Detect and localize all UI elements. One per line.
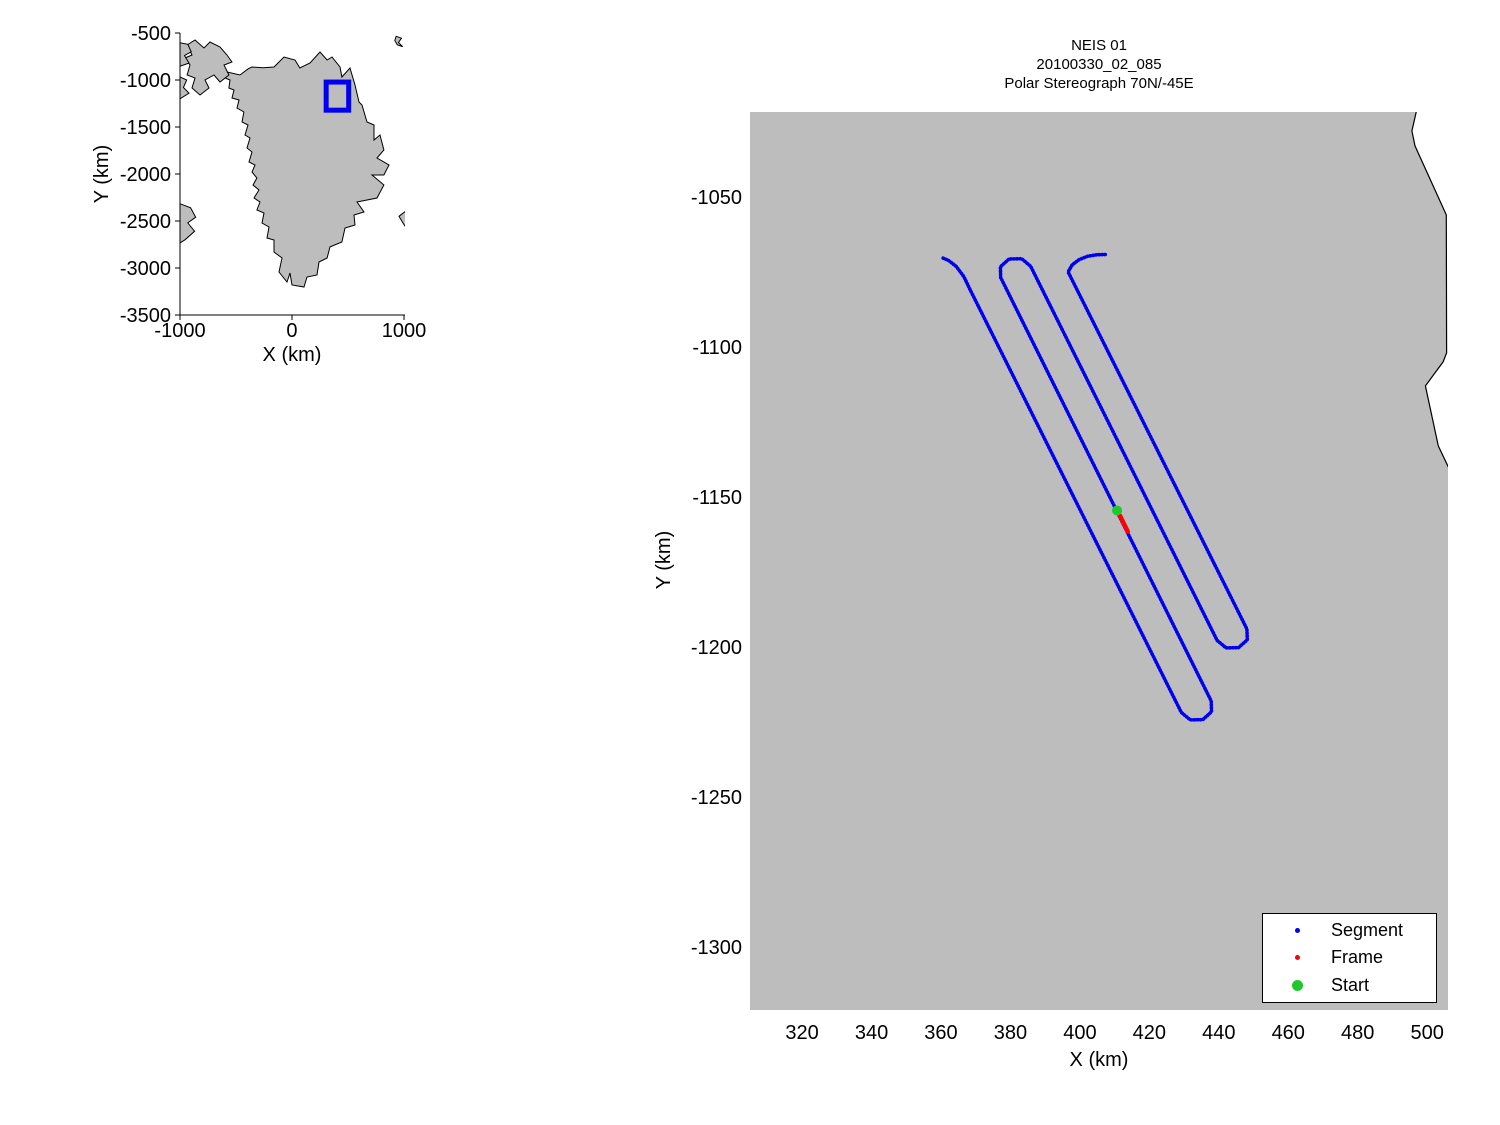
greenland-mainland bbox=[224, 51, 390, 288]
blue-dot-icon bbox=[1294, 928, 1300, 934]
inset-y-axis-label: Y (km) bbox=[91, 144, 113, 204]
land-background bbox=[750, 112, 1448, 1010]
tick-label: 0 bbox=[286, 320, 297, 342]
island-polygon bbox=[394, 35, 403, 48]
tick-label: -2500 bbox=[120, 211, 171, 233]
tick-label: -3500 bbox=[120, 305, 171, 327]
frame-marker bbox=[1117, 513, 1131, 534]
legend-item-frame: Frame bbox=[1263, 945, 1436, 971]
tick-label: 440 bbox=[1202, 1022, 1235, 1044]
tick-label: 420 bbox=[1133, 1022, 1166, 1044]
island-polygon bbox=[180, 203, 197, 244]
tick-label: -1100 bbox=[692, 337, 742, 359]
island-polygon bbox=[180, 42, 192, 67]
tick-label: 360 bbox=[924, 1022, 957, 1044]
main-y-axis-label: Y (km) bbox=[653, 530, 675, 590]
red-dot-icon bbox=[1294, 955, 1300, 961]
island-polygon bbox=[184, 39, 233, 96]
tick-label: 480 bbox=[1341, 1022, 1374, 1044]
tick-label: -1000 bbox=[120, 70, 171, 92]
legend-item-segment: Segment bbox=[1263, 918, 1436, 944]
start-marker bbox=[1112, 505, 1123, 516]
island-polygon bbox=[398, 211, 405, 227]
tick-label: -1250 bbox=[691, 787, 742, 809]
tick-label: 340 bbox=[855, 1022, 888, 1044]
green-dot-icon bbox=[1291, 979, 1303, 991]
tick-label: 500 bbox=[1410, 1022, 1443, 1044]
tick-label: -1000 bbox=[154, 320, 205, 342]
inset-x-axis-label: X (km) bbox=[262, 344, 322, 366]
tick-label: -1150 bbox=[692, 487, 742, 509]
tick-label: 1000 bbox=[382, 320, 427, 342]
title-line-projection: Polar Stereograph 70N/-45E bbox=[1004, 75, 1194, 92]
legend-label-frame: Frame bbox=[1331, 947, 1384, 968]
tick-label: 380 bbox=[994, 1022, 1027, 1044]
tick-label: -1300 bbox=[691, 937, 742, 959]
island-polygon bbox=[180, 76, 190, 100]
tick-label: 320 bbox=[785, 1022, 818, 1044]
tick-label: -1500 bbox=[120, 117, 171, 139]
flight-track-line bbox=[941, 252, 1250, 722]
tick-label: -500 bbox=[131, 23, 171, 45]
ocean-layer bbox=[1411, 112, 1448, 468]
flight-track-plot: 320 340 360 380 400 420 440 460 480 500 -1050 -1100… bbox=[691, 112, 1448, 1044]
main-x-axis-label: X (km) bbox=[1069, 1049, 1129, 1071]
plot-title: NEIS 01 20100330_02_085 Polar Stereograp… bbox=[849, 36, 1349, 93]
tick-label: -2000 bbox=[120, 164, 171, 186]
tick-label: -1050 bbox=[691, 187, 742, 209]
tick-label: 400 bbox=[1063, 1022, 1096, 1044]
title-line-segment-id: 20100330_02_085 bbox=[1036, 56, 1162, 73]
title-line-campaign: NEIS 01 bbox=[1071, 37, 1127, 54]
coastline bbox=[1411, 112, 1448, 468]
map-extent-box bbox=[323, 79, 352, 113]
tick-label: 460 bbox=[1272, 1022, 1305, 1044]
legend-label-segment: Segment bbox=[1331, 920, 1404, 941]
start-marker-icon bbox=[1263, 979, 1331, 991]
segment-marker-icon bbox=[1263, 928, 1331, 934]
legend-label-start: Start bbox=[1331, 974, 1370, 995]
tick-label: -1200 bbox=[691, 637, 742, 659]
legend: Segment Frame Start bbox=[1262, 913, 1437, 1003]
land-layer bbox=[180, 35, 405, 288]
overview-map-plot: -500-1000-1500-2000-2500-3000-3500-1000 0… bbox=[120, 23, 426, 342]
tick-label: -3000 bbox=[120, 258, 171, 280]
legend-item-start: Start bbox=[1263, 972, 1436, 998]
frame-marker-icon bbox=[1263, 955, 1331, 961]
ocean-polygon bbox=[1411, 112, 1448, 467]
